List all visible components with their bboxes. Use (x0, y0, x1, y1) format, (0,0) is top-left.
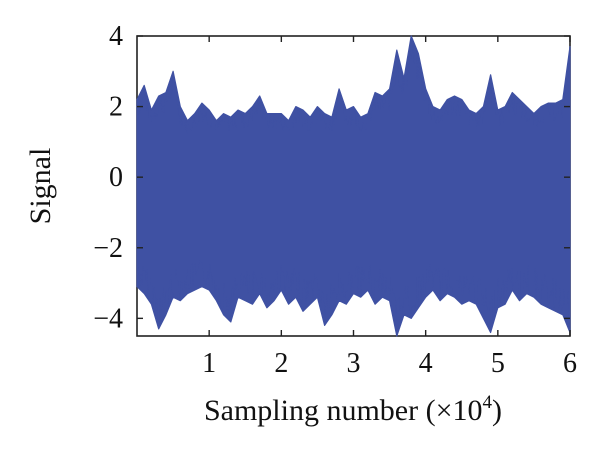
x-axis-label: Sampling number (×104) (204, 392, 502, 427)
x-tick-label: 1 (202, 348, 216, 379)
y-tick-label: 0 (109, 162, 123, 193)
x-tick-label: 5 (491, 348, 505, 379)
x-tick-label: 6 (563, 348, 577, 379)
x-tick-label: 3 (347, 348, 361, 379)
x-axis-label-exponent: 4 (483, 392, 493, 413)
y-tick-label: 2 (109, 92, 123, 123)
x-tick-label: 4 (419, 348, 433, 379)
y-tick-label: −2 (93, 233, 123, 264)
x-axis-label-main: Sampling number (×10 (204, 394, 483, 427)
y-tick-label: −4 (93, 303, 123, 334)
ticks-layer (137, 35, 571, 336)
y-tick-label: 4 (109, 21, 123, 52)
x-axis-label-suffix: ) (492, 394, 502, 427)
tick-labels-layer: 1 2 3 4 5 6 4 2 0 −2 −4 (93, 21, 577, 379)
y-axis-label: Signal (24, 148, 57, 225)
series-0-line (136, 43, 571, 325)
x-tick-label: 2 (274, 348, 288, 379)
